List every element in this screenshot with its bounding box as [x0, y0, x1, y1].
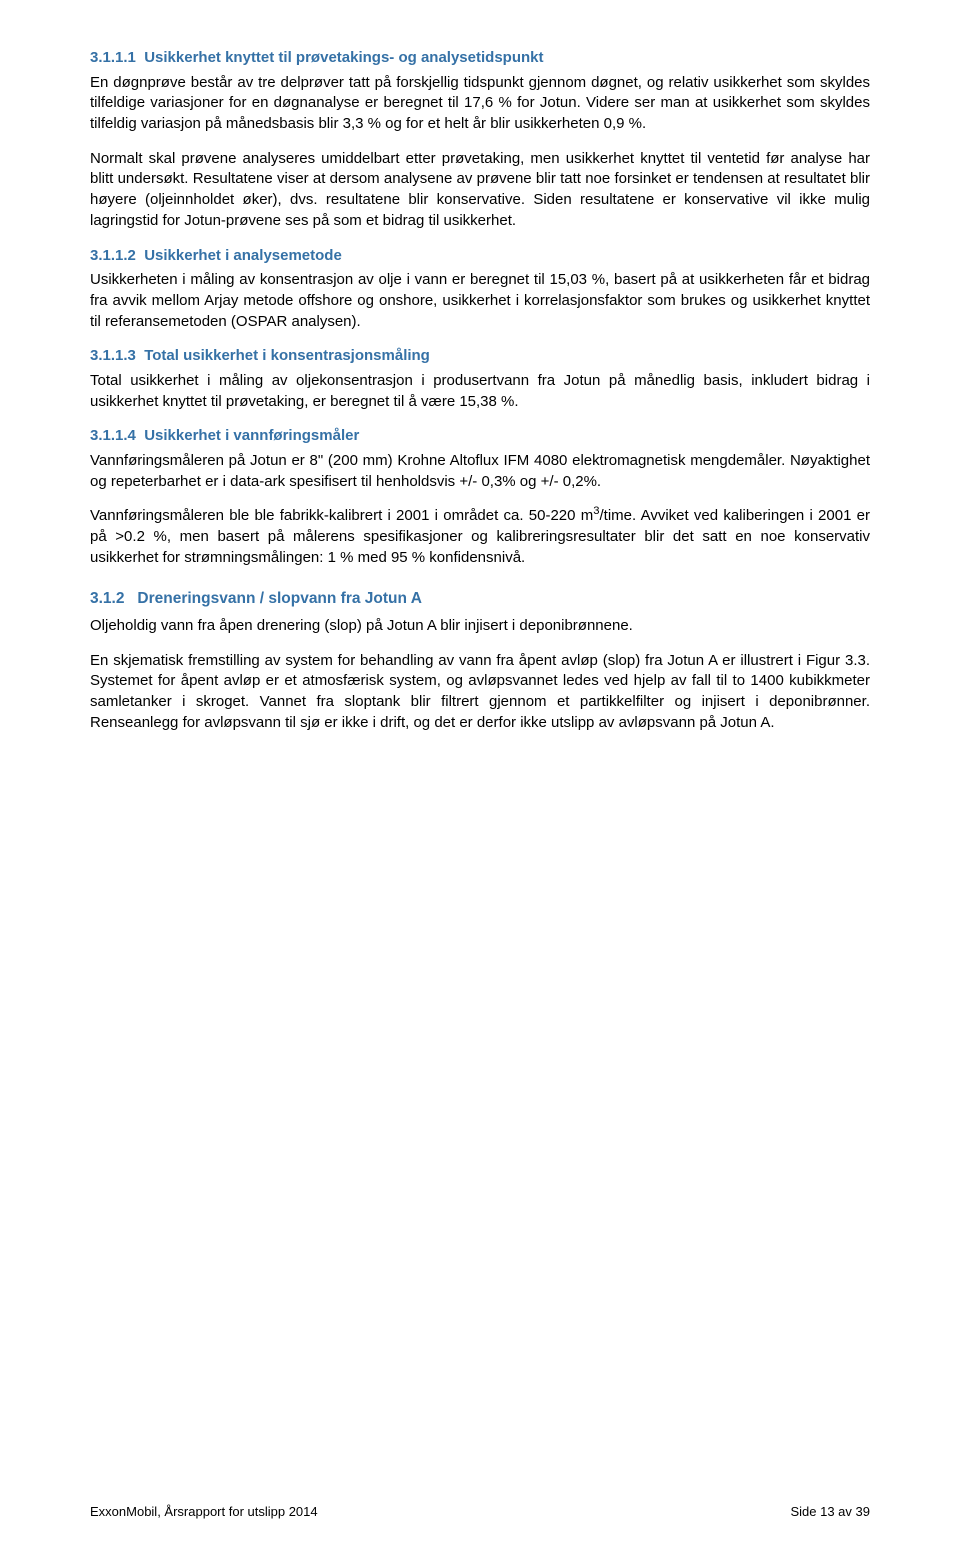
section-heading-3-1-1-3: 3.1.1.3 Total usikkerhet i konsentrasjon… [90, 346, 870, 367]
section-title: Usikkerhet i analysemetode [144, 247, 342, 264]
section-number: 3.1.1.1 [90, 49, 136, 66]
section-number: 3.1.2 [90, 590, 124, 607]
section-title: Dreneringsvann / slopvann fra Jotun A [137, 590, 422, 607]
section-heading-3-1-1-1: 3.1.1.1 Usikkerhet knyttet til prøvetaki… [90, 48, 870, 69]
paragraph-3-1-1-2-a: Usikkerheten i måling av konsentrasjon a… [90, 270, 870, 332]
paragraph-3-1-1-4-b: Vannføringsmåleren ble ble fabrikk-kalib… [90, 506, 870, 568]
footer-right: Side 13 av 39 [790, 1503, 870, 1521]
section-number: 3.1.1.2 [90, 247, 136, 264]
section-heading-3-1-1-2: 3.1.1.2 Usikkerhet i analysemetode [90, 246, 870, 267]
section-title: Usikkerhet knyttet til prøvetakings- og … [144, 49, 543, 66]
section-heading-3-1-1-4: 3.1.1.4 Usikkerhet i vannføringsmåler [90, 426, 870, 447]
paragraph-3-1-2-a: Oljeholdig vann fra åpen drenering (slop… [90, 616, 870, 637]
section-number: 3.1.1.4 [90, 427, 136, 444]
paragraph-3-1-1-1-b: Normalt skal prøvene analyseres umiddelb… [90, 149, 870, 232]
section-title: Usikkerhet i vannføringsmåler [144, 427, 359, 444]
paragraph-3-1-1-3-a: Total usikkerhet i måling av oljekonsent… [90, 371, 870, 412]
paragraph-3-1-1-1-a: En døgnprøve består av tre delprøver tat… [90, 73, 870, 135]
paragraph-3-1-1-4-b-pre: Vannføringsmåleren ble ble fabrikk-kalib… [90, 507, 593, 524]
section-heading-3-1-2: 3.1.2 Dreneringsvann / slopvann fra Jotu… [90, 588, 870, 609]
paragraph-3-1-2-b: En skjematisk fremstilling av system for… [90, 651, 870, 734]
section-number: 3.1.1.3 [90, 347, 136, 364]
section-title: Total usikkerhet i konsentrasjonsmåling [144, 347, 430, 364]
paragraph-3-1-1-4-a: Vannføringsmåleren på Jotun er 8" (200 m… [90, 451, 870, 492]
page-footer: ExxonMobil, Årsrapport for utslipp 2014 … [90, 1503, 870, 1521]
footer-left: ExxonMobil, Årsrapport for utslipp 2014 [90, 1503, 318, 1521]
